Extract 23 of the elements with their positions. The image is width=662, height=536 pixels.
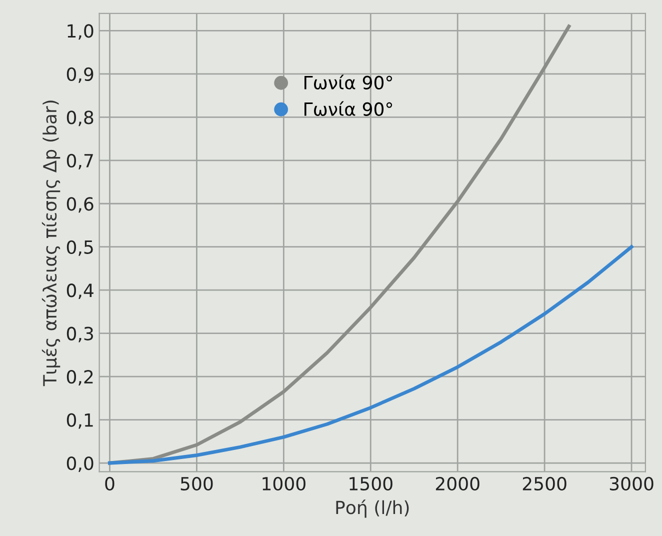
y-tick-label: 0,5	[66, 240, 93, 256]
y-tick-label: 1,0	[68, 24, 94, 40]
x-tick-label: 2000	[436, 476, 480, 491]
x-tick-label: 1000	[262, 476, 306, 491]
y-tick-label: 0,4	[66, 284, 94, 300]
y-tick-label: 0,6	[66, 197, 94, 213]
x-tick-label: 3000	[610, 476, 654, 491]
y-tick-label: 0,8	[66, 110, 94, 126]
x-tick-label: 0	[105, 476, 114, 491]
y-tick-label: 0,1	[66, 413, 93, 429]
x-axis-title: Ροή (l/h)	[336, 500, 409, 518]
y-tick-label: 0,2	[66, 370, 93, 386]
x-tick-label: 2500	[522, 476, 566, 491]
x-tick-label: 1500	[350, 476, 392, 491]
x-tick-label: 500	[180, 476, 213, 491]
y-tick-label: 0,9	[66, 67, 94, 83]
y-tick-label: 0,0	[66, 456, 94, 472]
legend-label: Γωνία 90°	[304, 101, 392, 116]
y-tick-label: 0,3	[66, 326, 93, 342]
line-series	[108, 245, 634, 465]
y-axis-title: Τιμές απώλειας πίεσης Δp (bar)	[42, 100, 60, 386]
legend-label: Γωνία 90°	[304, 74, 392, 90]
y-tick-label: 0,7	[66, 154, 93, 170]
